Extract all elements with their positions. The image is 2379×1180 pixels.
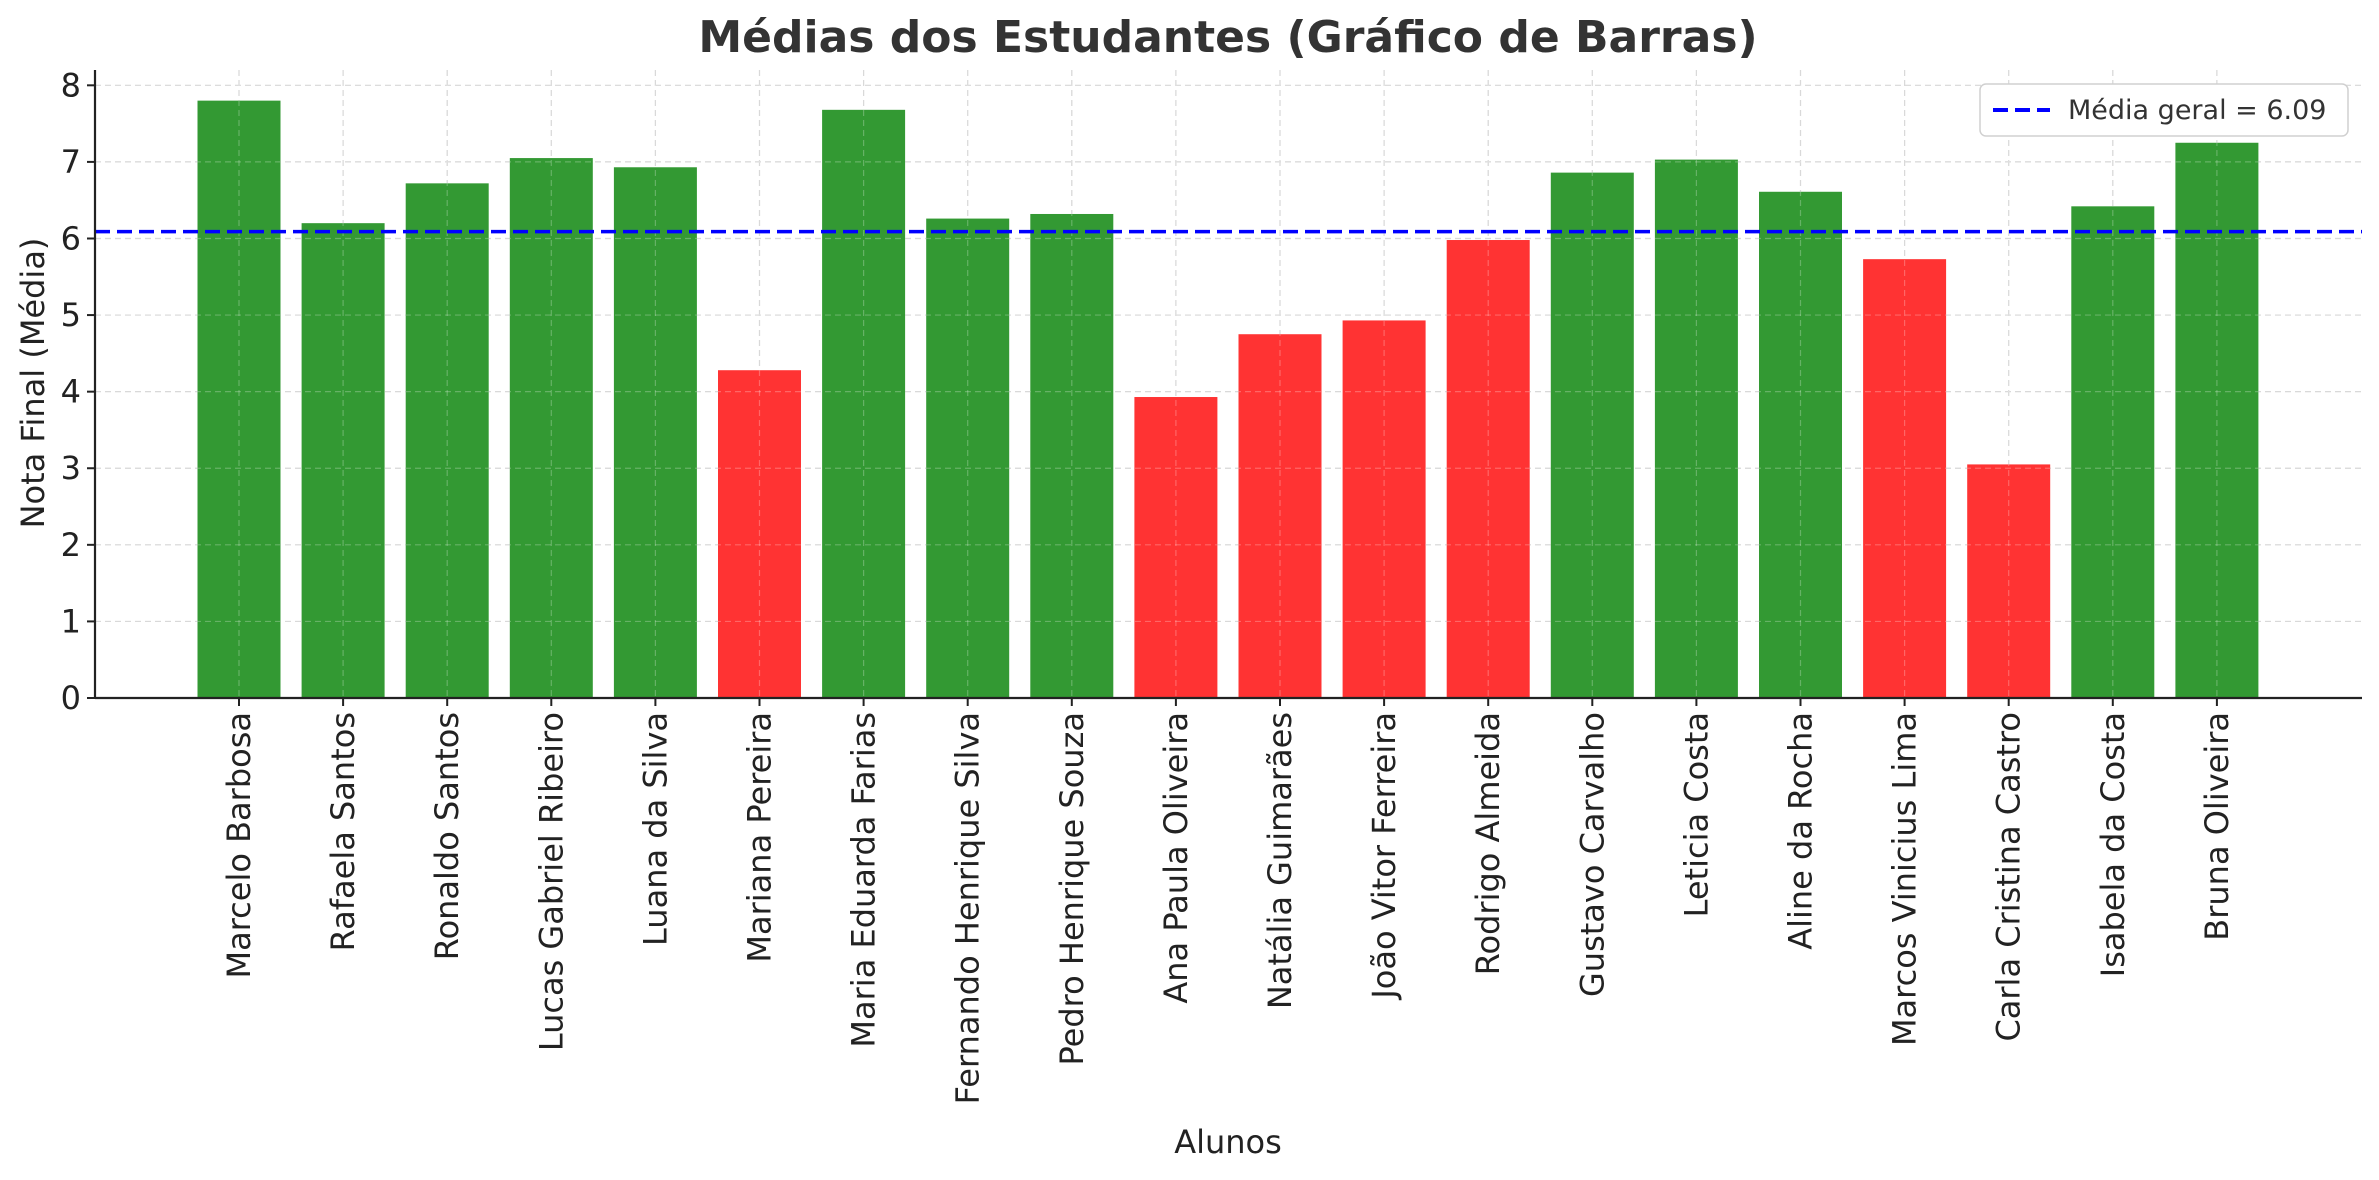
x-tick-label: Ana Paula Oliveira (1157, 712, 1195, 1004)
bar (2071, 206, 2155, 698)
y-tick-label: 4 (61, 373, 81, 411)
x-tick-label: Leticia Costa (1677, 712, 1715, 917)
x-tick-label: Mariana Pereira (741, 712, 779, 963)
y-tick-labels: 0 1 2 3 4 5 6 7 8 (61, 66, 81, 717)
x-tick-labels: Marcelo Barbosa Rafaela Santos Ronaldo San… (220, 712, 2236, 1104)
y-tick-label: 0 (61, 679, 81, 717)
x-tick-label: Lucas Gabriel Ribeiro (532, 712, 570, 1051)
y-tick-label: 8 (61, 66, 81, 104)
x-tick-label: Gustavo Carvalho (1573, 712, 1611, 997)
y-tick-label: 1 (61, 602, 81, 640)
x-tick-label: Carla Cristina Castro (1990, 712, 2028, 1042)
x-tick-label: Rafaela Santos (324, 712, 362, 951)
bar (1342, 320, 1426, 698)
bar (822, 109, 906, 698)
bar (1030, 213, 1114, 699)
x-tick-label: Marcos Vinicius Lima (1886, 712, 1924, 1046)
x-tick-label: Ronaldo Santos (428, 712, 466, 960)
bar (1967, 464, 2051, 698)
bar (197, 100, 281, 698)
bar (1134, 397, 1218, 698)
x-tick-label: Luana da Silva (636, 712, 674, 946)
y-tick-label: 2 (61, 526, 81, 564)
x-axis-label: Alunos (1174, 1123, 1282, 1161)
y-tick-label: 5 (61, 296, 81, 334)
x-tick-label: Bruna Oliveira (2198, 712, 2236, 941)
x-tick-label: Fernando Henrique Silva (949, 712, 987, 1104)
bar (718, 370, 801, 698)
bar (926, 218, 1010, 698)
x-tick-label: Natália Guimarães (1261, 712, 1299, 1009)
legend: Média geral = 6.09 (1979, 83, 2349, 137)
y-tick-label: 3 (61, 449, 81, 487)
x-tick-label: Isabela da Costa (2094, 712, 2132, 977)
y-axis-label: Nota Final (Média) (14, 238, 52, 529)
x-tick-label: Rodrigo Almeida (1469, 712, 1507, 975)
y-tick-label: 6 (61, 219, 81, 257)
chart-title: Médias dos Estudantes (Gráfico de Barras… (698, 12, 1757, 63)
bar (1654, 159, 1738, 699)
bar (1550, 172, 1634, 698)
y-tick-label: 7 (61, 143, 81, 181)
bar (301, 223, 385, 699)
bar-series (95, 70, 2362, 699)
legend-entry-mean: Média geral = 6.09 (2068, 95, 2326, 126)
x-tick-label: Aline da Rocha (1782, 712, 1820, 950)
x-tick-label: Pedro Henrique Souza (1053, 712, 1091, 1065)
legend-box (1979, 83, 2349, 137)
bar (613, 167, 697, 698)
bar (2175, 142, 2259, 698)
axes (87, 70, 2362, 706)
bar (1446, 240, 1530, 698)
x-tick-label: Maria Eduarda Farias (845, 712, 883, 1048)
x-tick-label: Marcelo Barbosa (220, 712, 258, 978)
bar (1759, 191, 1842, 698)
bar (405, 183, 489, 699)
x-tick-label: João Vitor Ferreira (1365, 712, 1403, 1001)
bar (509, 158, 593, 698)
bar (1863, 259, 1947, 698)
bar (1238, 334, 1322, 698)
